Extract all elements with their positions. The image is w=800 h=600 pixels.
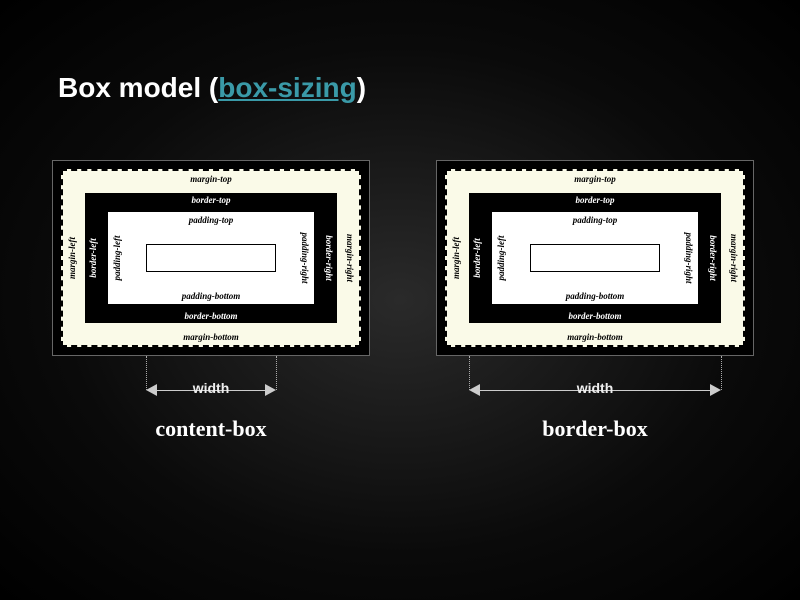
padding-layer: padding-top padding-bottom padding-left … [107,211,315,305]
box-sizing-link[interactable]: box-sizing [218,72,356,103]
border-box-diagram: margin-top margin-bottom margin-left mar… [436,160,754,356]
slide-title: Box model (box-sizing) [58,72,366,104]
arrow-right-icon [265,384,276,396]
margin-left-label: margin-left [451,237,461,279]
padding-top-label: padding-top [573,215,618,225]
border-left-label: border-left [88,238,98,278]
border-right-label: border-right [708,235,718,281]
content-box-width-indicator: width [52,356,370,412]
title-prefix: Box model ( [58,72,218,103]
border-box-caption: border-box [542,416,648,442]
padding-left-label: padding-left [112,236,122,281]
content-box-caption: content-box [155,416,266,442]
margin-layer: margin-top margin-bottom margin-left mar… [445,169,745,347]
arrow-left-icon [469,384,480,396]
padding-right-label: padding-right [684,232,694,283]
padding-left-label: padding-left [496,236,506,281]
border-box-width-indicator: width [436,356,754,412]
border-layer: border-top border-bottom border-left bor… [469,193,721,323]
padding-right-label: padding-right [300,232,310,283]
content-layer: Content [530,244,660,272]
margin-top-label: margin-top [190,174,232,184]
padding-bottom-label: padding-bottom [566,291,625,301]
border-top-label: border-top [576,195,615,205]
margin-bottom-label: margin-bottom [183,332,239,342]
arrow-left-icon [146,384,157,396]
margin-bottom-label: margin-bottom [567,332,623,342]
arrow-right-icon [710,384,721,396]
title-suffix: ) [357,72,366,103]
border-bottom-label: border-bottom [185,311,238,321]
border-top-label: border-top [192,195,231,205]
content-label: Content [196,253,226,263]
margin-left-label: margin-left [67,237,77,279]
width-label: width [571,380,620,396]
border-right-label: border-right [324,235,334,281]
border-layer: border-top border-bottom border-left bor… [85,193,337,323]
border-left-label: border-left [472,238,482,278]
diagrams-row: margin-top margin-bottom margin-left mar… [52,160,754,442]
content-label: Content [580,253,610,263]
margin-right-label: margin-right [345,234,355,282]
margin-top-label: margin-top [574,174,616,184]
content-layer: Content [146,244,276,272]
content-box-diagram: margin-top margin-bottom margin-left mar… [52,160,370,356]
width-tick-right [721,356,722,390]
padding-top-label: padding-top [189,215,234,225]
padding-layer: padding-top padding-bottom padding-left … [491,211,699,305]
width-tick-right [276,356,277,390]
margin-layer: margin-top margin-bottom margin-left mar… [61,169,361,347]
width-label: width [187,380,236,396]
content-box-column: margin-top margin-bottom margin-left mar… [52,160,370,442]
border-box-column: margin-top margin-bottom margin-left mar… [436,160,754,442]
margin-right-label: margin-right [729,234,739,282]
padding-bottom-label: padding-bottom [182,291,241,301]
border-bottom-label: border-bottom [569,311,622,321]
